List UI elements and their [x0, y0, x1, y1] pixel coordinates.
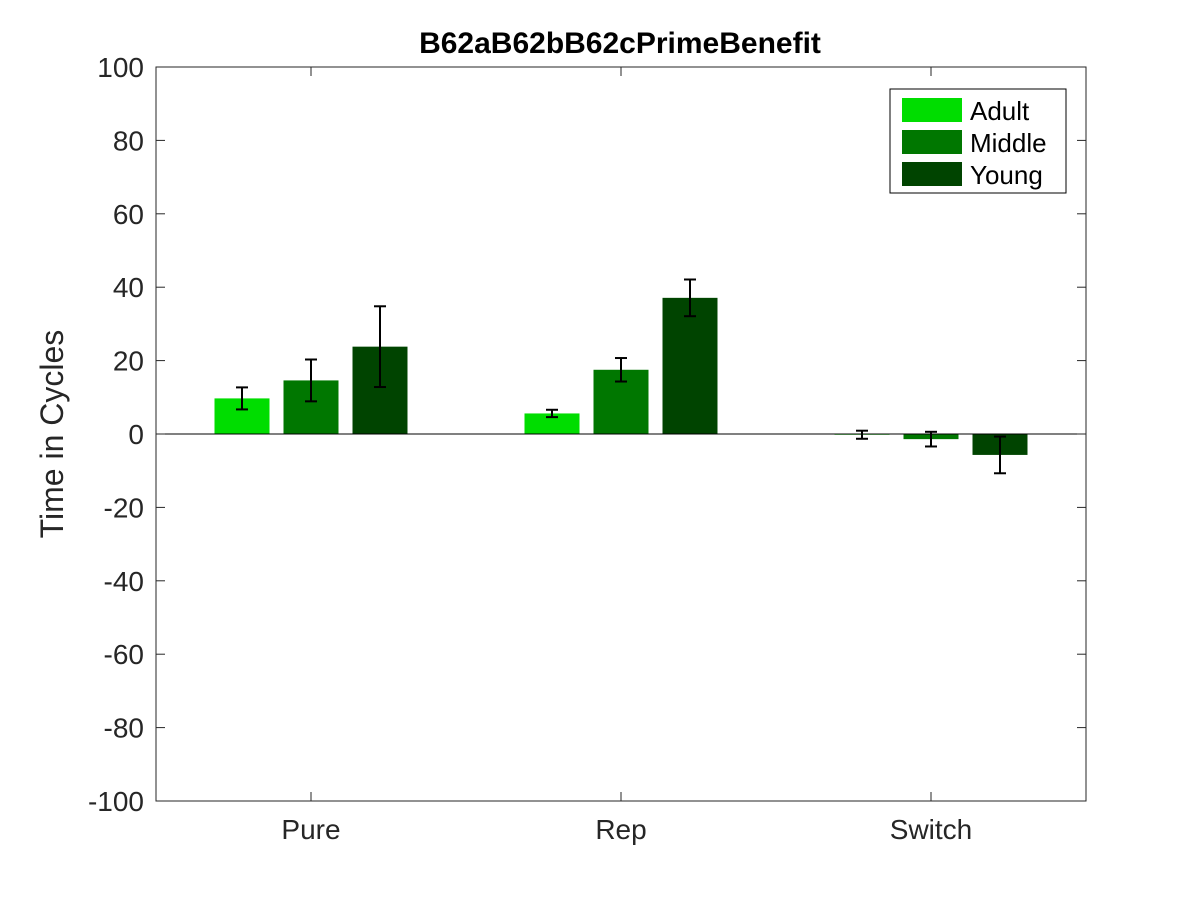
y-axis: -100 -80 -60 -40 -20 0 20 40 60 80 100 — [88, 52, 1086, 817]
bar-young — [662, 297, 718, 434]
error-bar — [615, 357, 627, 383]
y-tick-label: 40 — [113, 272, 144, 303]
error-bar — [374, 305, 386, 389]
legend-label: Young — [970, 160, 1043, 190]
legend-swatch-young — [902, 162, 962, 186]
y-tick-label: 100 — [97, 52, 144, 83]
y-tick-label: -20 — [104, 492, 144, 523]
error-bar — [684, 278, 696, 318]
y-tick-label: 60 — [113, 199, 144, 230]
x-tick-label: Switch — [890, 814, 972, 845]
y-tick-label: 20 — [113, 346, 144, 377]
x-tick-label: Pure — [281, 814, 340, 845]
errorbars-layer — [236, 278, 1006, 475]
error-bar — [236, 386, 248, 411]
x-axis: Pure Rep Switch — [281, 67, 972, 845]
y-tick-label: -40 — [104, 566, 144, 597]
legend-label: Middle — [970, 128, 1047, 158]
legend-swatch-middle — [902, 130, 962, 154]
y-tick-label: -80 — [104, 713, 144, 744]
x-tick-label: Rep — [595, 814, 646, 845]
error-bar — [994, 435, 1006, 475]
y-tick-label: 80 — [113, 125, 144, 156]
error-bar — [546, 408, 558, 419]
y-axis-label: Time in Cycles — [34, 330, 70, 539]
error-bar — [856, 429, 868, 440]
error-bar — [305, 358, 317, 403]
legend-swatch-adult — [902, 98, 962, 122]
chart-title: B62aB62bB62cPrimeBenefit — [419, 27, 821, 60]
y-tick-label: -100 — [88, 786, 144, 817]
legend-label: Adult — [970, 96, 1030, 126]
y-tick-label: 0 — [128, 419, 144, 450]
y-tick-label: -60 — [104, 639, 144, 670]
bar-adult — [524, 413, 580, 434]
